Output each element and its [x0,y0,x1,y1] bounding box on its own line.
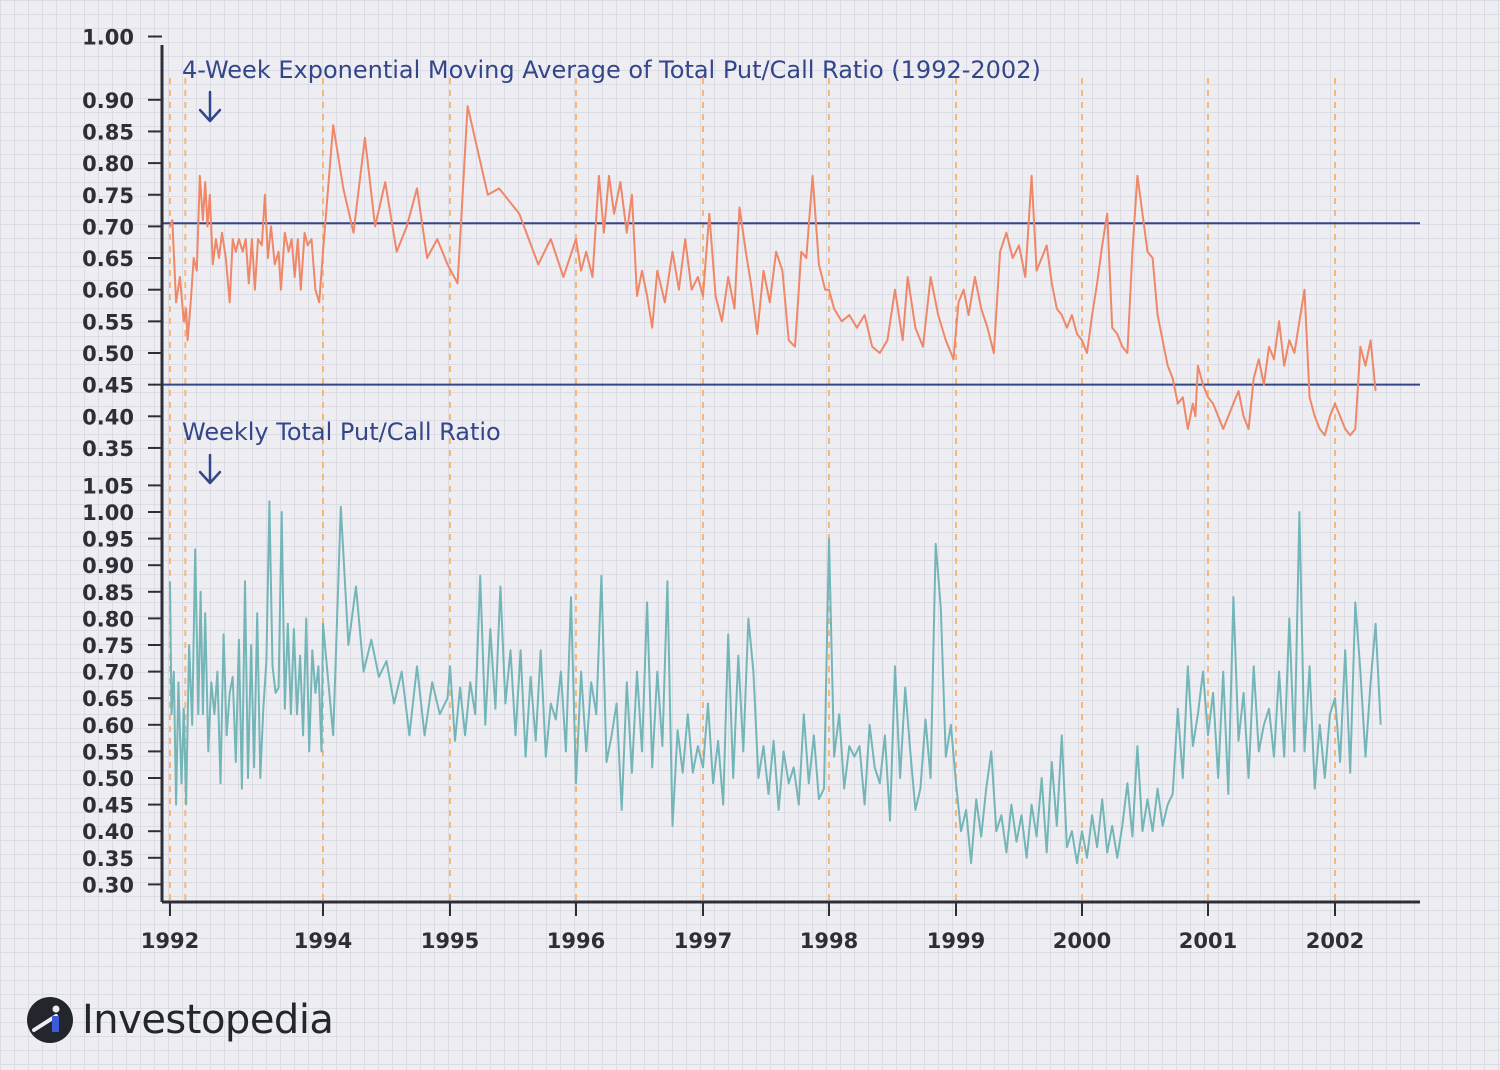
reference-lines [162,222,1420,386]
y-tick-label: 0.85 [82,120,134,144]
x-axis-ticks: 1992 1994 1995 1996 1997 1998 1999 2000 2001 2002 [141,902,1364,953]
x-tick-label: 1996 [547,929,605,953]
ema-series [169,105,1377,437]
y-tick-label: 0.45 [82,374,134,398]
y-tick-label: 0.35 [82,847,134,871]
axes [160,45,1420,904]
x-tick-label: 2002 [1306,929,1364,953]
y-tick-label: 0.75 [82,184,134,208]
y-tick-label: 0.40 [82,820,134,844]
ema-series-line [169,105,1377,437]
weekly-series [169,500,1382,865]
y-tick-label: 0.50 [82,342,134,366]
y-tick-label: 0.65 [82,687,134,711]
y-tick-label: 0.35 [82,437,134,461]
top-panel-title: 4-Week Exponential Moving Average of Tot… [182,56,1041,84]
y-tick-label: 0.85 [82,581,134,605]
y-tick-label: 0.90 [82,89,134,113]
y-tick-label: 0.65 [82,247,134,271]
y-tick-label: 1.00 [82,501,134,525]
y-tick-label: 0.60 [82,714,134,738]
investopedia-logo-icon [27,997,73,1043]
y-tick-label: 0.55 [82,310,134,334]
y-tick-label: 0.55 [82,740,134,764]
y-tick-label: 0.80 [82,152,134,176]
investopedia-logo: Investopedia [26,996,334,1044]
y-tick-label: 0.70 [82,215,134,239]
y-tick-label: 1.00 [82,26,134,50]
x-tick-label: 1995 [421,929,479,953]
x-tick-label: 1997 [674,929,732,953]
y-tick-label: 0.60 [82,279,134,303]
weekly-series-line [169,500,1382,865]
y-tick-label: 0.40 [82,405,134,429]
y-tick-label: 0.70 [82,661,134,685]
y-axis-ticks-bottom: 1.05 1.00 0.950.90 0.850.80 0.75 0.700.65 0.60… [82,474,162,897]
top-title-arrow-icon [198,90,222,123]
x-tick-label: 1992 [141,929,199,953]
y-axis-ticks-top: 1.00 0.90 0.85 0.80 0.75 0.70 0.65 0.60 0.55 0.50… [82,26,162,461]
x-tick-label: 2001 [1179,929,1237,953]
y-tick-label: 0.80 [82,607,134,631]
y-tick-label: 0.50 [82,767,134,791]
year-marker-lines [169,78,1336,902]
bottom-title-arrow-icon [198,453,222,485]
y-tick-label: 0.30 [82,873,134,897]
x-tick-label: 1998 [800,929,858,953]
bottom-panel-title: Weekly Total Put/Call Ratio [182,418,501,446]
x-tick-label: 1999 [927,929,985,953]
y-tick-label: 0.90 [82,554,134,578]
y-tick-label: 1.05 [82,474,134,498]
logo-wordmark: Investopedia [82,997,334,1043]
x-tick-label: 2000 [1053,929,1111,953]
y-tick-label: 0.95 [82,528,134,552]
y-tick-label: 0.75 [82,634,134,658]
x-tick-label: 1994 [294,929,352,953]
y-tick-label: 0.45 [82,794,134,818]
